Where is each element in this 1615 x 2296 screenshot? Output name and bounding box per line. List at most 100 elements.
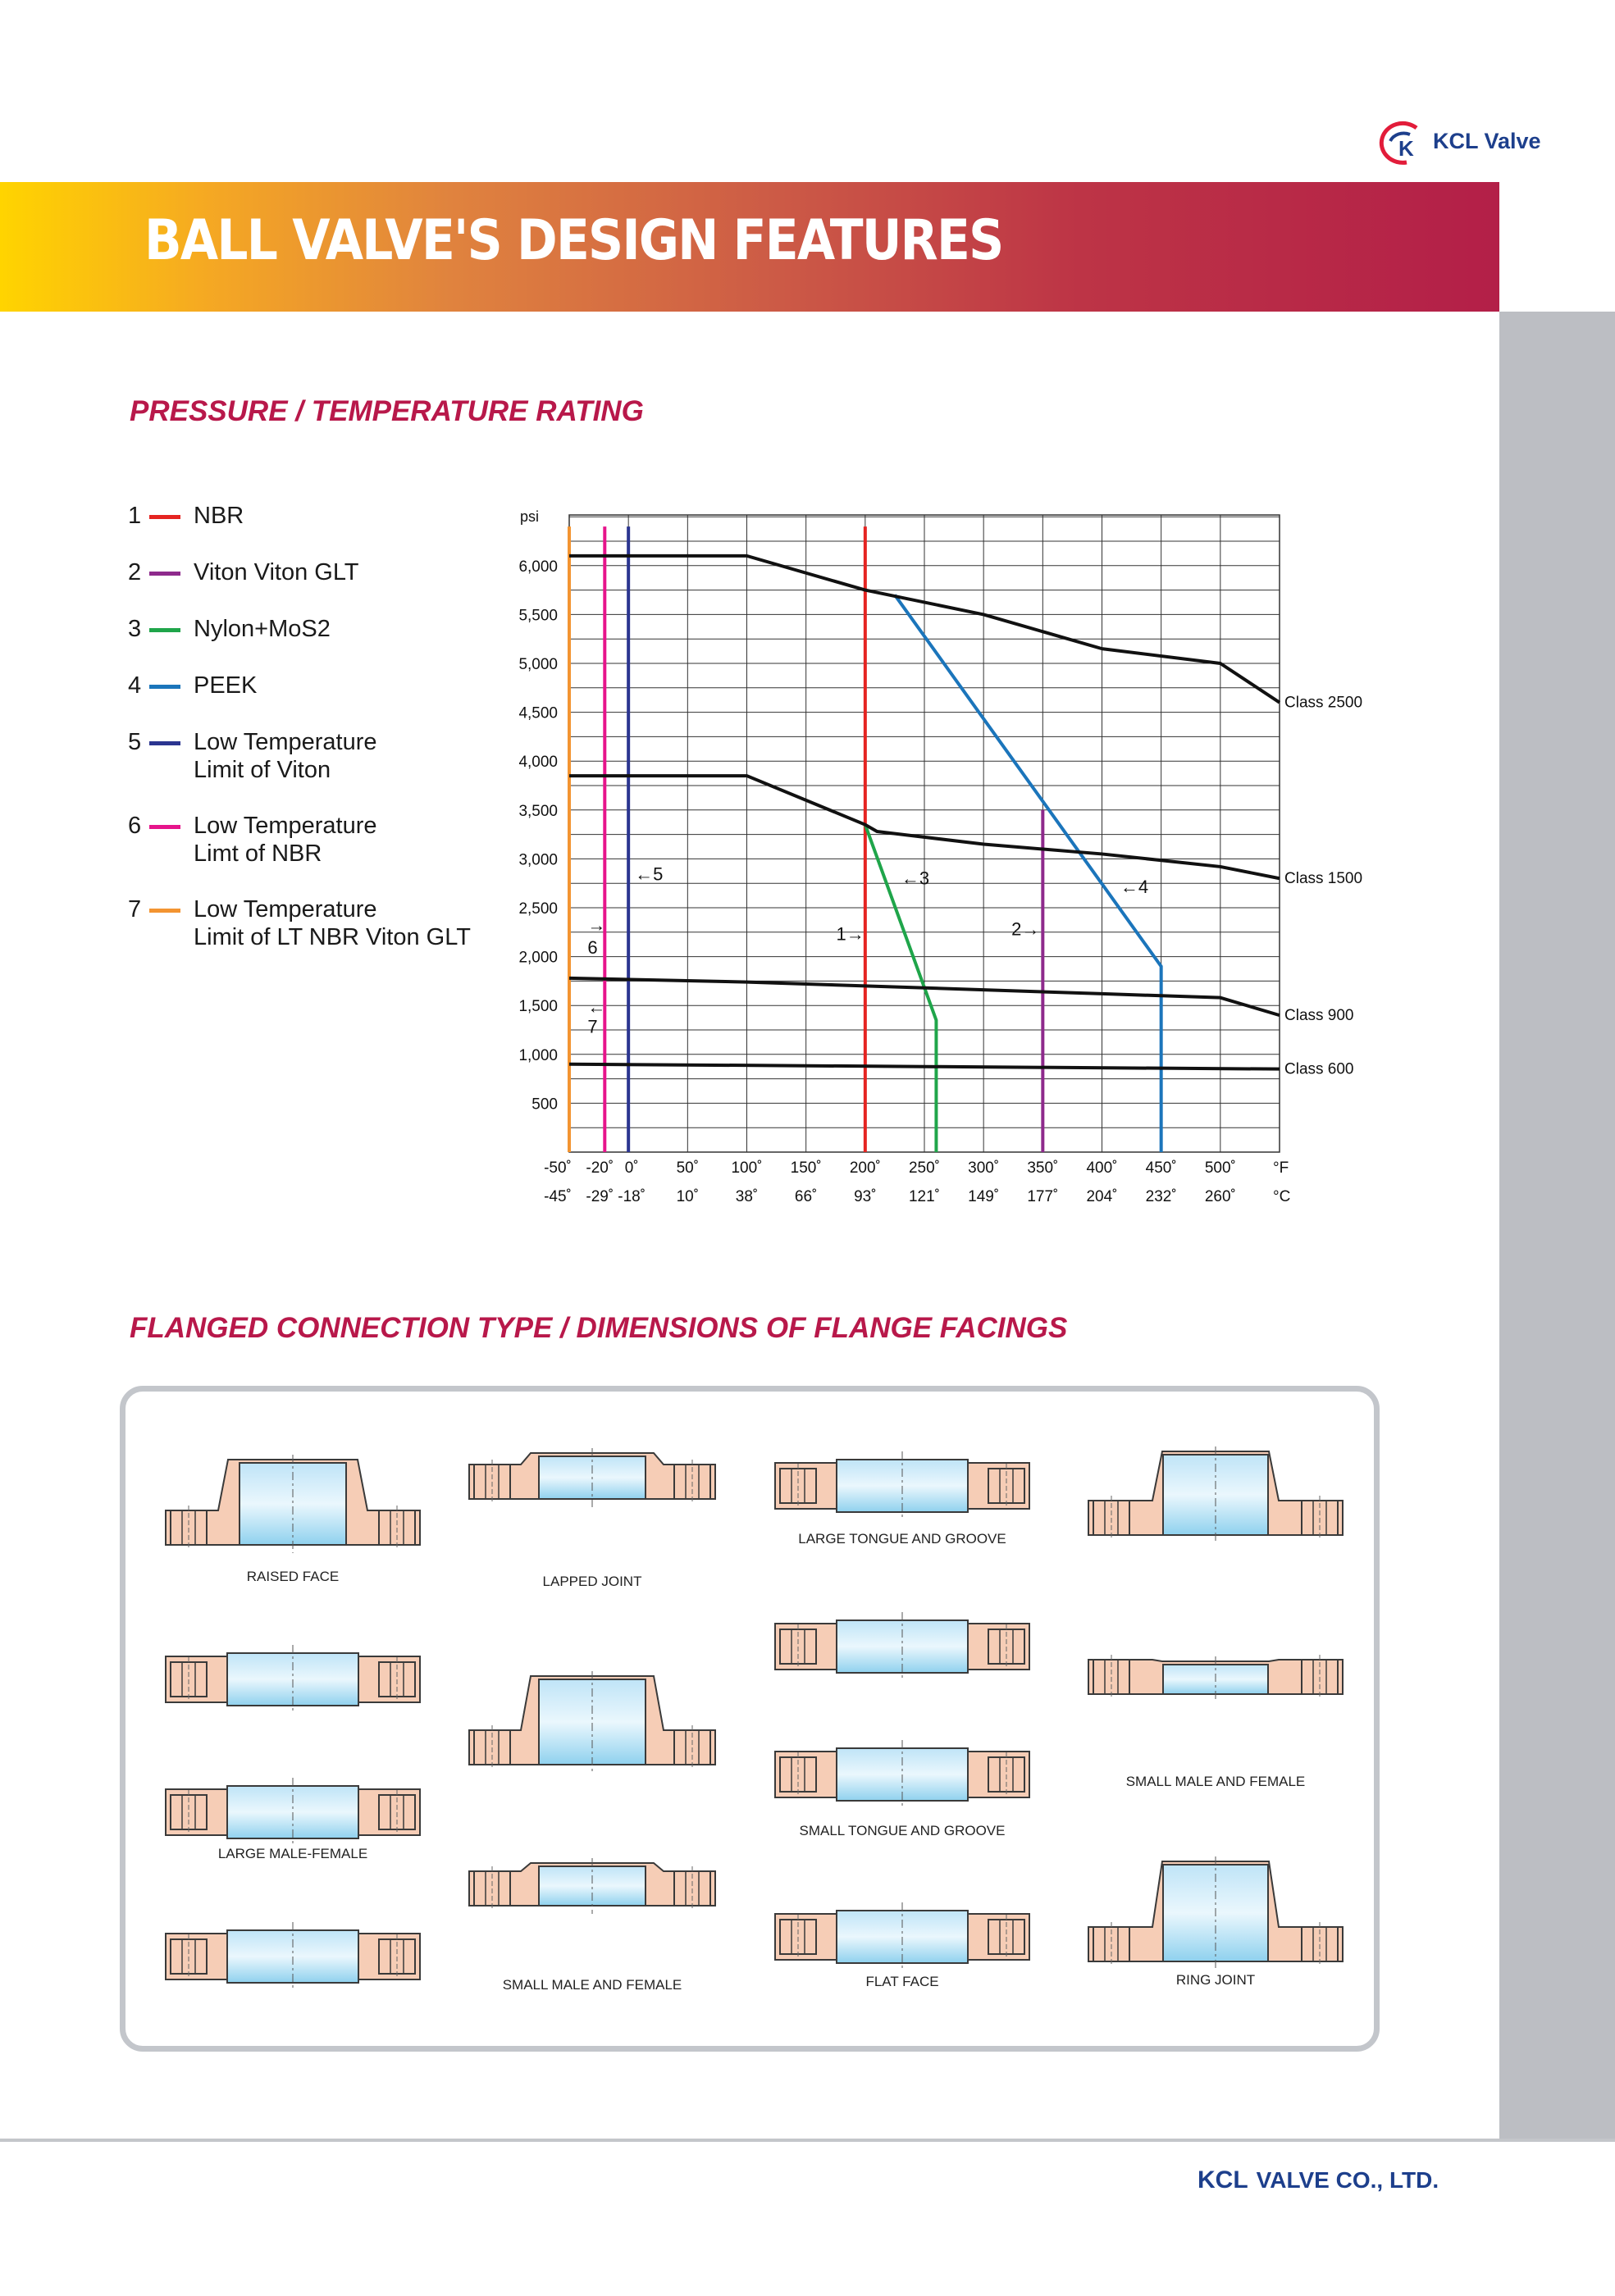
- flange-label-small-male-female-right: SMALL MALE AND FEMALE: [1126, 1774, 1306, 1789]
- x-tick-label-f: 350˚: [1027, 1159, 1058, 1177]
- legend-swatch: [149, 685, 180, 689]
- footer-company: KCL VALVE CO., LTD.: [1198, 2166, 1439, 2194]
- chart-annotation: 6: [587, 937, 597, 958]
- flange-diagrams: RAISED FACE LARGE MALE-FEMALE LAPPED JOINT…: [165, 1446, 1344, 1993]
- x-tick-label-c: 93˚: [854, 1188, 876, 1205]
- x-tick-label-f: 250˚: [909, 1159, 940, 1177]
- class-line: [568, 976, 1280, 1018]
- x-tick-label-c: -29˚: [586, 1188, 614, 1205]
- legend-swatch: [149, 628, 180, 632]
- legend-num: 1: [128, 503, 142, 529]
- legend-swatch: [149, 909, 180, 913]
- chart-annotation: 7: [587, 1017, 597, 1037]
- legend-num: 6: [128, 813, 142, 839]
- class-label: Class 2500: [1284, 695, 1362, 712]
- x-tick-label-f: -50˚: [544, 1159, 572, 1177]
- x-tick-label-f: 100˚: [731, 1159, 762, 1177]
- logo-text: KCL Valve: [1433, 128, 1541, 153]
- legend-swatch: [149, 515, 180, 519]
- chart-annotation: 1→: [837, 923, 865, 944]
- x-tick-label-c: 260˚: [1205, 1188, 1236, 1205]
- flange-label-flat-face: FLAT FACE: [865, 1974, 938, 1989]
- class-label: Class 1500: [1284, 870, 1362, 887]
- page-title: BALL VALVE'S DESIGN FEATURES: [144, 208, 1004, 273]
- seat-line-4: [893, 594, 1163, 1152]
- legend-label: Low Temperature Limt of NBR: [194, 813, 377, 867]
- legend-swatch: [149, 825, 180, 829]
- y-tick-label: 5,000: [518, 656, 558, 673]
- x-tick-label-c: 232˚: [1146, 1188, 1177, 1205]
- legend-item-viton: 2 Viton Viton GLT: [128, 558, 513, 586]
- chart-annotation: ←: [587, 997, 605, 1018]
- legend-item-viton-low-temp: 5 Low Temperature Limit of Viton: [128, 728, 513, 784]
- bottom-rule: [0, 2139, 1615, 2142]
- y-tick-label: 3,000: [518, 851, 558, 868]
- legend-num: 3: [128, 616, 142, 642]
- y-tick-label: 3,500: [518, 803, 558, 820]
- flange-label-small-tongue: SMALL TONGUE AND GROOVE: [800, 1823, 1006, 1838]
- chart-annotation: ←5: [635, 864, 663, 885]
- flange-label-raised-face: RAISED FACE: [247, 1569, 339, 1584]
- legend-label: Low Temperature Limit of Viton: [194, 729, 377, 783]
- footer-kcl: KCL: [1198, 2166, 1248, 2194]
- x-tick-label-c: 204˚: [1086, 1188, 1117, 1205]
- x-tick-label-f: 150˚: [791, 1159, 822, 1177]
- y-tick-label: 4,000: [518, 754, 558, 771]
- x-unit-c: °C: [1273, 1188, 1290, 1205]
- y-tick-label: 4,500: [518, 705, 558, 722]
- legend-num: 5: [128, 729, 142, 755]
- x-tick-label-c: 149˚: [968, 1188, 999, 1205]
- x-tick-label-f: 450˚: [1146, 1159, 1177, 1177]
- seat-line-3: [863, 823, 938, 1152]
- class-line: [568, 1062, 1280, 1071]
- legend-label: NBR: [194, 503, 244, 529]
- class-label: Class 900: [1284, 1007, 1354, 1024]
- legend-item-nbr: 1 NBR: [128, 502, 513, 530]
- kcl-logo-icon: K: [1379, 121, 1418, 165]
- x-tick-label-f: -20˚: [586, 1159, 614, 1177]
- side-band: [1499, 312, 1615, 2140]
- y-tick-label: 2,500: [518, 900, 558, 918]
- x-tick-label-c: 66˚: [795, 1188, 817, 1205]
- flange-label-lapped-joint: LAPPED JOINT: [543, 1574, 642, 1589]
- header-banner: BALL VALVE'S DESIGN FEATURES: [0, 182, 1499, 312]
- y-axis-title: psi: [520, 508, 539, 525]
- flange-label-small-male-female-mid: SMALL MALE AND FEMALE: [503, 1977, 682, 1993]
- legend-item-lt-nbr-low-temp: 7 Low Temperature Limit of LT NBR Viton …: [128, 895, 513, 951]
- x-tick-label-c: 38˚: [736, 1188, 758, 1205]
- class-line: [569, 774, 1280, 881]
- x-tick-label-c: -18˚: [618, 1188, 646, 1205]
- x-tick-label-f: 200˚: [850, 1159, 881, 1177]
- legend-item-peek: 4 PEEK: [128, 672, 513, 699]
- x-tick-label-c: 121˚: [909, 1188, 940, 1205]
- legend-label: Low Temperature Limit of LT NBR Viton GL…: [194, 896, 471, 950]
- x-tick-label-f: 500˚: [1205, 1159, 1236, 1177]
- y-tick-label: 500: [531, 1096, 558, 1113]
- chart-annotation: ←4: [1120, 877, 1148, 897]
- legend-label: PEEK: [194, 672, 258, 699]
- legend-item-nbr-low-temp: 6 Low Temperature Limt of NBR: [128, 812, 513, 868]
- flange-section-title: FLANGED CONNECTION TYPE / DIMENSIONS OF …: [130, 1312, 1068, 1344]
- chart-legend: 1 NBR 2 Viton Viton GLT 3 Nylon+MoS2 4 P…: [128, 502, 513, 979]
- x-tick-label-f: 0˚: [625, 1159, 639, 1177]
- y-tick-label: 5,500: [518, 607, 558, 624]
- footer-company-name: VALVE CO., LTD.: [1256, 2167, 1439, 2193]
- x-tick-label-f: 400˚: [1086, 1159, 1117, 1177]
- legend-num: 2: [128, 559, 142, 585]
- x-tick-label-c: 177˚: [1027, 1188, 1058, 1205]
- chart-annotation: ←3: [901, 868, 929, 888]
- flange-label-large-male-female: LARGE MALE-FEMALE: [218, 1846, 367, 1861]
- legend-label: Nylon+MoS2: [194, 616, 331, 642]
- y-tick-label: 1,000: [518, 1047, 558, 1064]
- x-tick-label-c: -45˚: [544, 1188, 572, 1205]
- pressure-section-title: PRESSURE / TEMPERATURE RATING: [130, 395, 644, 427]
- chart-annotation: 2→: [1011, 918, 1039, 939]
- legend-swatch: [149, 741, 180, 745]
- y-tick-label: 2,000: [518, 950, 558, 967]
- x-tick-label-c: 10˚: [677, 1188, 699, 1205]
- y-tick-label: 6,000: [518, 558, 558, 576]
- x-unit-f: °F: [1273, 1159, 1289, 1177]
- flange-label-large-tongue: LARGE TONGUE AND GROOVE: [798, 1531, 1006, 1547]
- class-label: Class 600: [1284, 1061, 1354, 1078]
- y-tick-label: 1,500: [518, 998, 558, 1015]
